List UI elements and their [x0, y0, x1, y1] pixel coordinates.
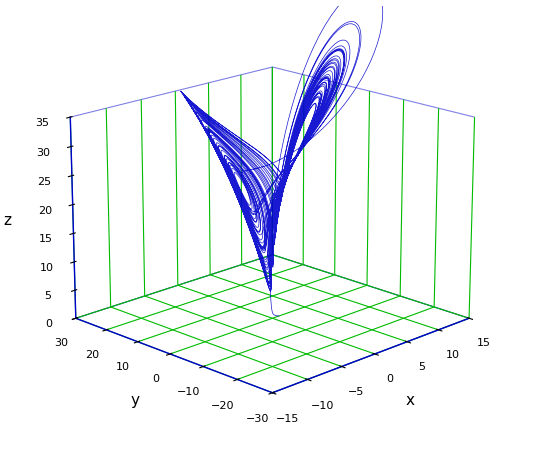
X-axis label: x: x [405, 392, 414, 408]
Y-axis label: y: y [131, 392, 140, 408]
